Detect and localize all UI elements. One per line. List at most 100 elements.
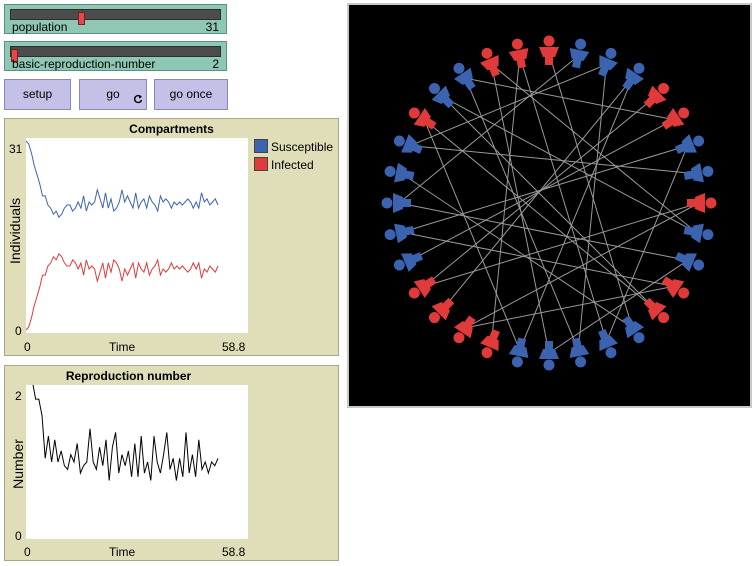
compartments-x-min-tick: 0 (24, 340, 31, 354)
reproduction-y-max-tick: 2 (15, 389, 22, 403)
network-link (442, 96, 656, 310)
susceptible-person-icon (393, 134, 424, 154)
basic-reproduction-number-slider-label: basic-reproduction-number (12, 57, 156, 71)
go-once-button[interactable]: go once (154, 79, 228, 110)
network-link (605, 145, 689, 342)
basic-reproduction-number-slider-handle[interactable] (11, 49, 18, 62)
go-button[interactable]: go (79, 79, 147, 110)
legend-swatch-infected (254, 157, 268, 171)
compartments-plot-area (25, 138, 248, 333)
susceptible-person-icon (381, 193, 411, 213)
infected-person-icon (508, 38, 529, 69)
network-link (465, 202, 700, 329)
susceptible-person-icon (384, 162, 415, 183)
reproduction-x-min-tick: 0 (24, 545, 31, 559)
infected-person-icon (661, 107, 690, 130)
susceptible-person-icon (393, 252, 424, 272)
network-link (465, 285, 674, 329)
susceptible-person-icon (674, 252, 705, 272)
reproduction-y-axis-label: Number (10, 439, 26, 489)
susceptible-person-icon (384, 223, 415, 244)
legend-item-infected: Infected (254, 157, 314, 172)
population-slider-track[interactable] (10, 9, 221, 25)
go-button-label: go (106, 87, 120, 101)
susceptible-person-icon (428, 82, 455, 109)
network-link (423, 119, 521, 351)
network-link (465, 77, 674, 121)
susceptible-person-icon (683, 223, 714, 244)
world-network-svg (381, 35, 717, 371)
reproduction-number-plot-area (26, 380, 248, 539)
susceptible-person-icon (508, 337, 529, 368)
network-link (491, 64, 697, 233)
compartments-plot-svg (25, 140, 219, 331)
susceptible-person-icon (674, 134, 705, 154)
basic-reproduction-number-slider-value: 2 (212, 57, 219, 71)
network-link (548, 52, 633, 328)
legend-label-infected: Infected (271, 158, 314, 172)
network-link (398, 55, 579, 204)
infected-person-icon (408, 107, 437, 130)
compartments-y-min-tick: 0 (15, 324, 22, 338)
legend-label-susceptible: Susceptible (271, 140, 334, 154)
reproduction-y-min-tick: 0 (15, 529, 22, 543)
susceptible-person-icon (598, 328, 618, 359)
susceptible-person-icon (683, 162, 714, 183)
network-link (401, 231, 674, 287)
network-link (548, 259, 688, 354)
refresh-icon (133, 94, 143, 107)
network-link (398, 202, 688, 261)
susceptible-person-icon (622, 315, 645, 344)
susceptible-person-icon (539, 341, 559, 371)
network-link (519, 55, 607, 342)
network-link (410, 145, 697, 175)
network-link (442, 77, 633, 310)
susceptible-person-icon (569, 337, 590, 368)
infected-person-icon (408, 276, 437, 299)
network-link (465, 78, 579, 351)
susceptible-person-icon (453, 62, 476, 91)
reproduction-x-max-tick: 58.8 (222, 545, 246, 559)
infected-person-icon (661, 276, 690, 299)
network-link (424, 202, 700, 287)
population-slider[interactable]: population 31 (4, 4, 227, 34)
infected-person-icon (687, 193, 717, 213)
network-link (519, 78, 633, 351)
infected-person-icon (480, 47, 500, 78)
infected-person-icon (428, 297, 455, 324)
network-link (410, 63, 607, 147)
infected-person-icon (643, 297, 670, 324)
legend-item-susceptible: Susceptible (254, 139, 333, 154)
basic-reproduction-number-slider-track[interactable] (10, 46, 221, 62)
reproduction-number-plot-title: Reproduction number (65, 369, 192, 383)
population-slider-value: 31 (205, 20, 219, 34)
network-link (491, 64, 550, 354)
compartments-plot: Compartments Individuals 31 0 0 Time 58.… (4, 118, 339, 356)
network-link (401, 145, 688, 233)
series-line-infected (25, 252, 219, 331)
compartments-y-axis-label: Individuals (7, 197, 23, 264)
compartments-x-max-tick: 58.8 (222, 340, 246, 354)
susceptible-person-icon (622, 62, 645, 91)
basic-reproduction-number-slider[interactable]: basic-reproduction-number 2 (4, 41, 227, 71)
reproduction-x-axis-label: Time (109, 545, 136, 559)
infected-person-icon (643, 82, 670, 109)
network-link (442, 96, 697, 233)
compartments-plot-title: Compartments (129, 122, 214, 136)
infected-person-icon (480, 328, 500, 359)
reproduction-number-plot: Reproduction number Number 2 0 0 Time 58… (4, 365, 339, 561)
population-slider-handle[interactable] (78, 12, 86, 25)
setup-button[interactable]: setup (4, 79, 71, 110)
susceptible-person-icon (598, 47, 618, 78)
series-line-reproduction-0 (26, 380, 219, 481)
series-line-susceptible (25, 140, 219, 219)
network-link (423, 119, 656, 310)
network-link (577, 64, 607, 351)
susceptible-person-icon (569, 38, 590, 69)
compartments-x-axis-label: Time (109, 340, 136, 354)
infected-person-icon (453, 315, 476, 344)
population-slider-label: population (12, 20, 68, 34)
world-view[interactable] (347, 3, 752, 408)
infected-person-icon (539, 35, 559, 65)
compartments-y-max-tick: 31 (9, 142, 23, 156)
